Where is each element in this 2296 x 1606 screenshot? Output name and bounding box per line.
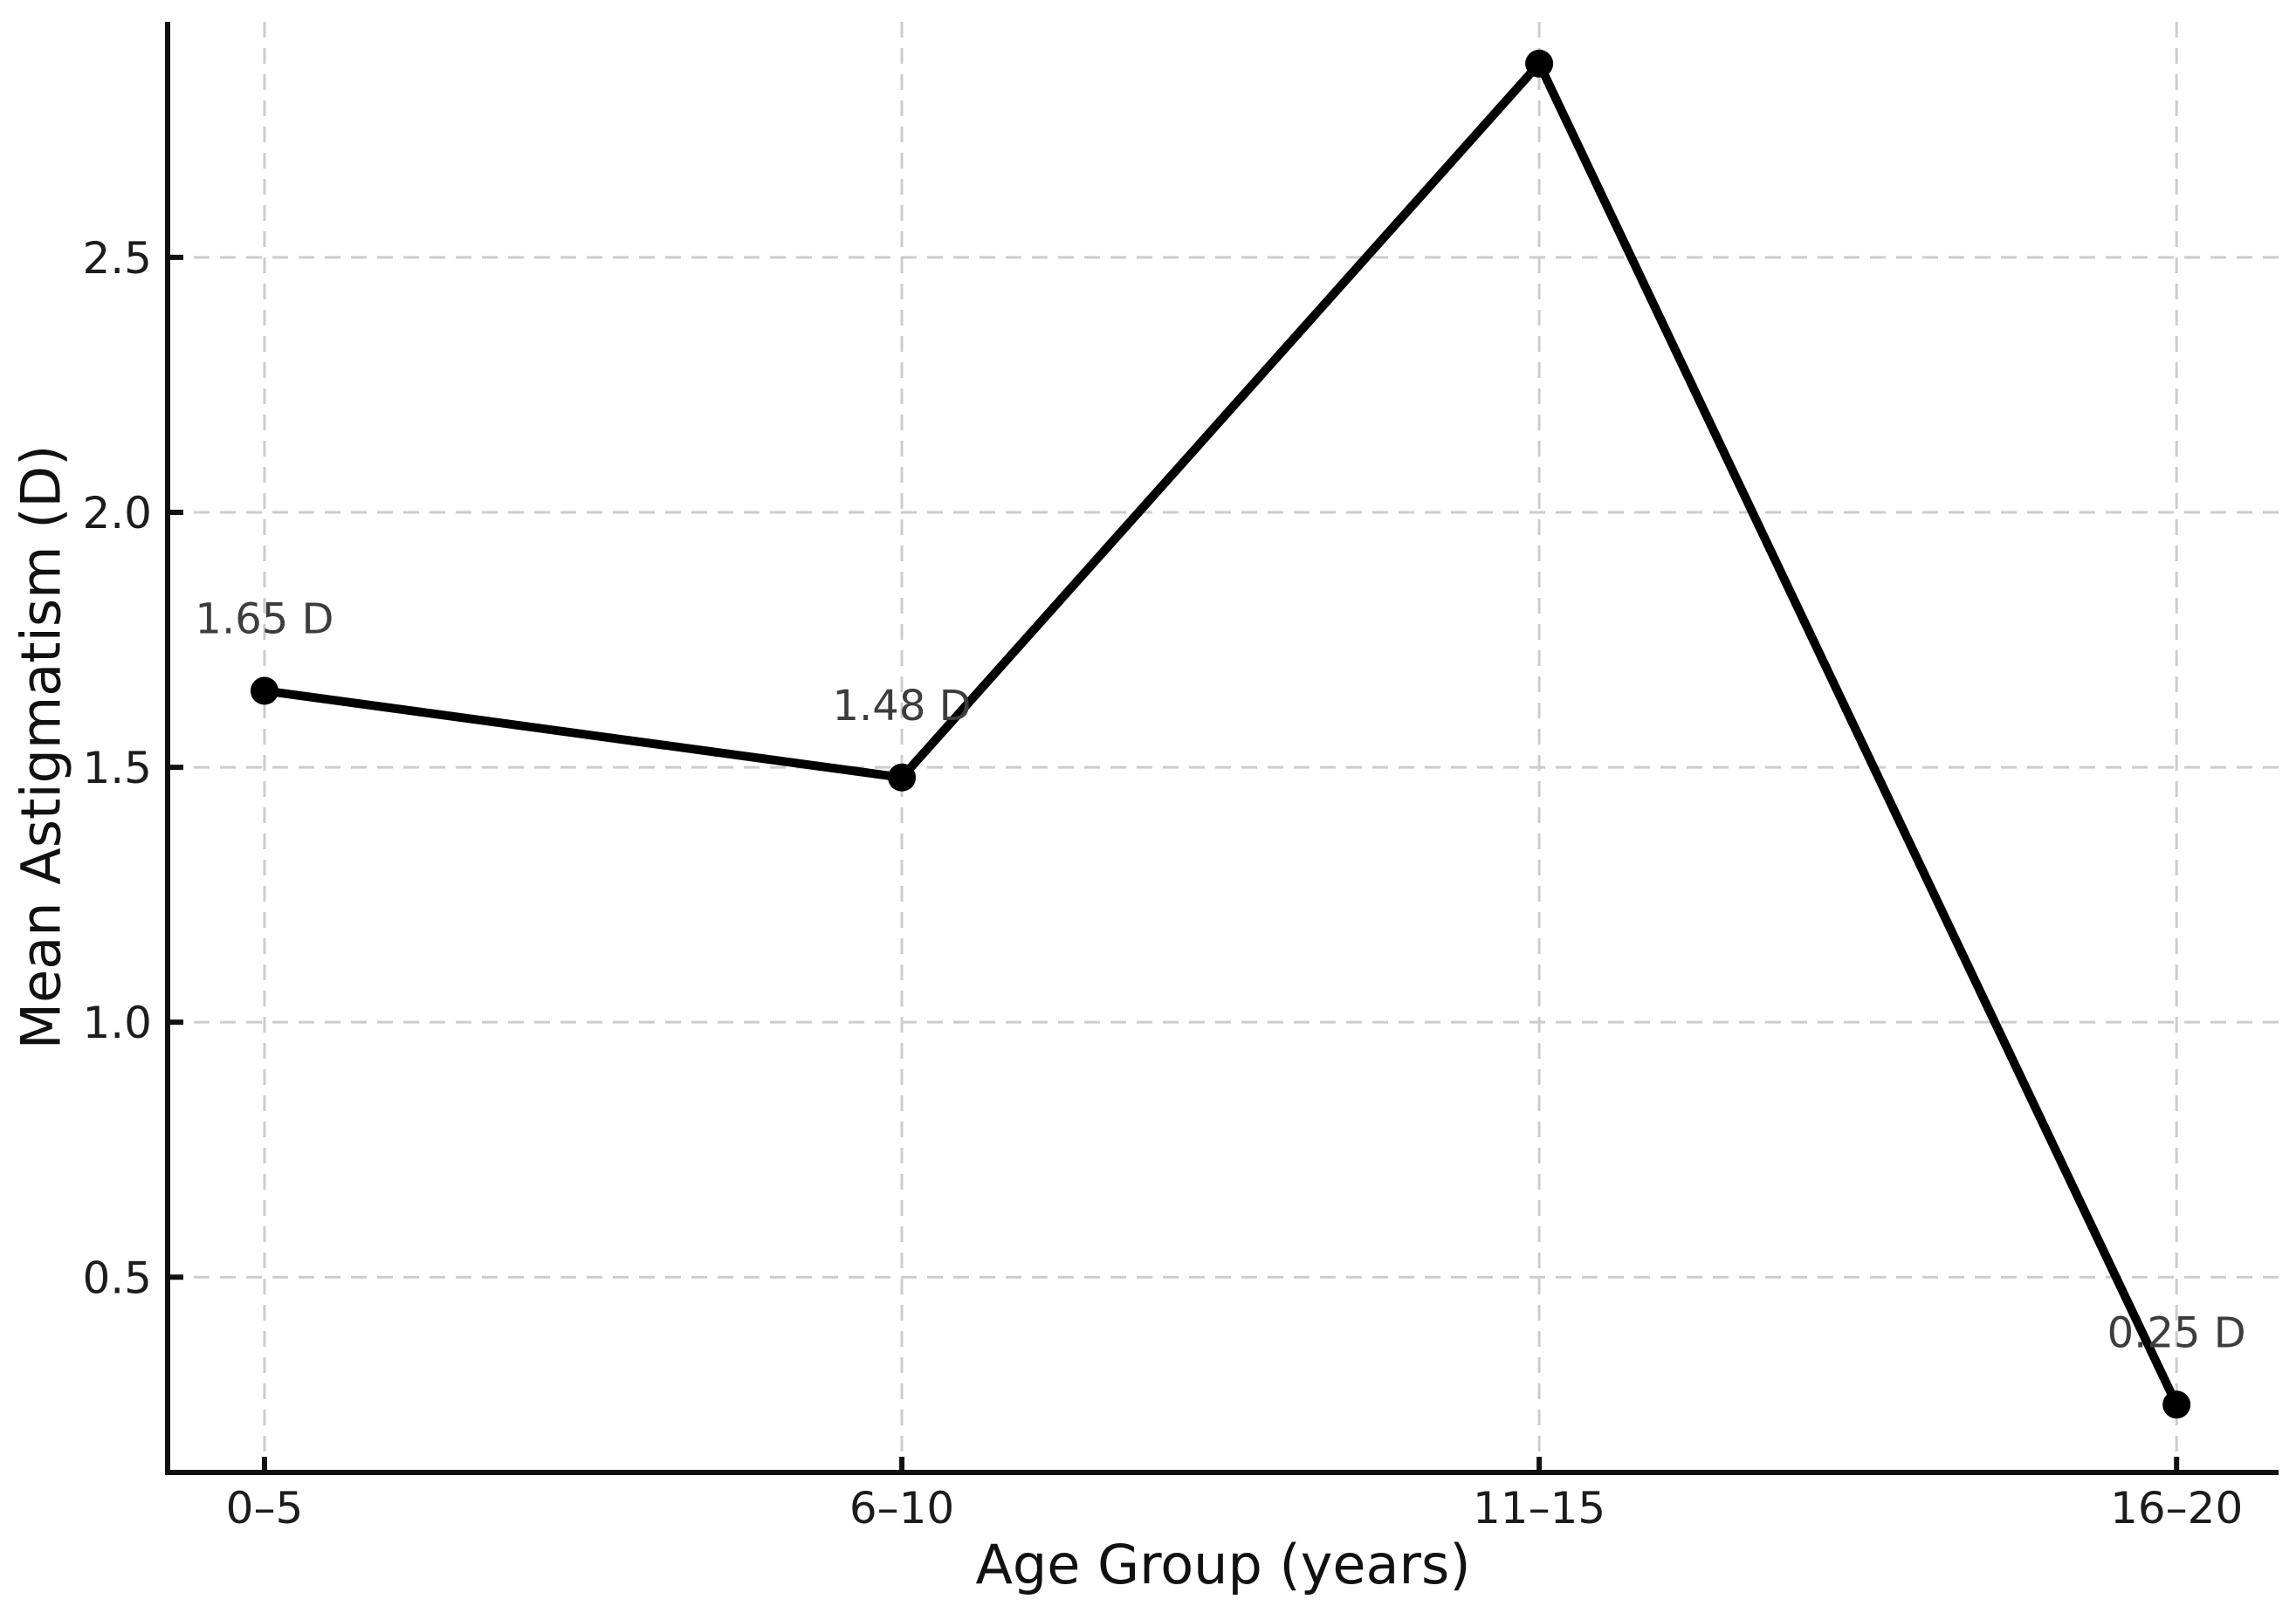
y-tick-label-1: 1.0 — [82, 998, 152, 1048]
series-line-0 — [259, 58, 2182, 1410]
point-label-0: 1.65 D — [195, 594, 333, 643]
y-tick-label-4: 2.5 — [82, 233, 152, 284]
data-point-2 — [1525, 49, 1554, 78]
x-tick-label-2: 11–15 — [1473, 1483, 1605, 1534]
x-tick-label-1: 6–10 — [849, 1483, 954, 1534]
x-tick-label-0: 0–5 — [226, 1483, 304, 1534]
point-label-1: 1.48 D — [832, 682, 971, 731]
y-axis-label: Mean Astigmatism (D) — [9, 444, 73, 1050]
data-point-1 — [888, 763, 917, 792]
data-point-3 — [2162, 1390, 2191, 1419]
data-point-0 — [250, 676, 278, 705]
x-tick-label-3: 16–20 — [2110, 1483, 2243, 1534]
y-tick-label-0: 0.5 — [82, 1253, 152, 1303]
y-tick-label-3: 2.0 — [82, 488, 152, 539]
y-tick-label-2: 1.5 — [82, 743, 152, 793]
x-axis-label: Age Group (years) — [975, 1533, 1471, 1596]
point-label-3: 0.25 D — [2107, 1308, 2246, 1357]
